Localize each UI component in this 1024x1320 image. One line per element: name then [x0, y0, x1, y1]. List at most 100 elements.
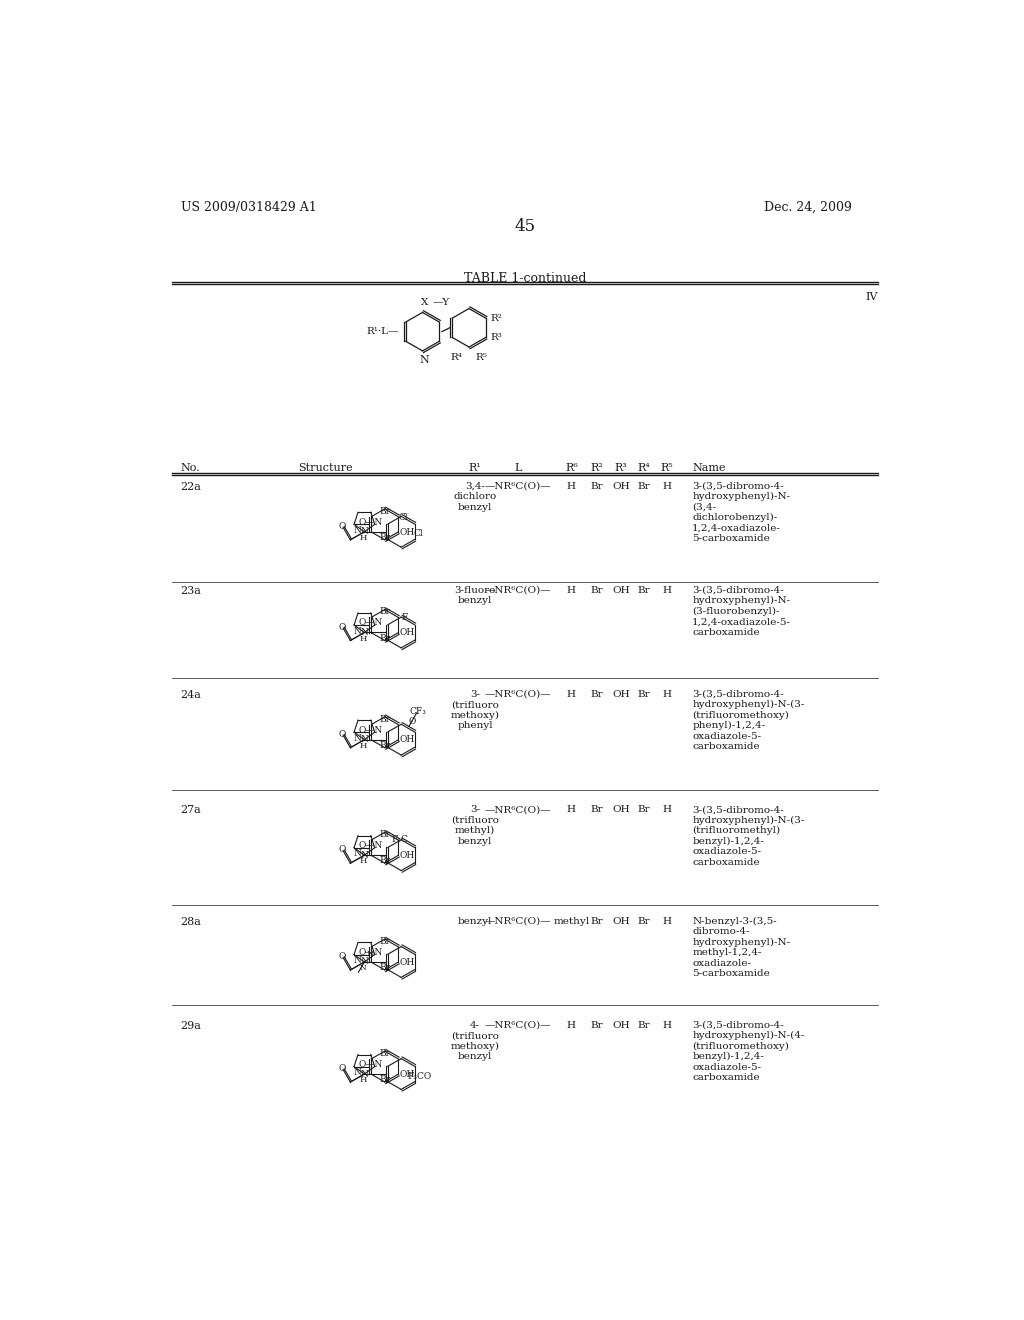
Text: H: H: [663, 805, 671, 814]
Text: methyl: methyl: [553, 917, 590, 925]
Text: OH: OH: [612, 1020, 630, 1030]
Text: O—N: O—N: [358, 841, 383, 850]
Text: H: H: [359, 742, 367, 750]
Text: H: H: [567, 586, 575, 595]
Text: N: N: [360, 527, 369, 536]
Text: O—N: O—N: [358, 948, 383, 957]
Text: Br: Br: [379, 634, 390, 643]
Text: Br: Br: [591, 917, 603, 925]
Text: Cl: Cl: [414, 529, 423, 539]
Text: O: O: [339, 521, 346, 531]
Text: Br: Br: [379, 1076, 390, 1084]
Text: US 2009/0318429 A1: US 2009/0318429 A1: [180, 201, 316, 214]
Text: Br: Br: [379, 1049, 390, 1057]
Text: O: O: [409, 717, 416, 726]
Text: Br: Br: [591, 482, 603, 491]
Text: Br: Br: [379, 607, 390, 616]
Text: H: H: [663, 917, 671, 925]
Text: N: N: [419, 355, 429, 364]
Text: 22a: 22a: [180, 482, 202, 492]
Text: R⁴: R⁴: [451, 354, 463, 362]
Text: Br: Br: [591, 805, 603, 814]
Text: OH: OH: [612, 482, 630, 491]
Text: Br: Br: [591, 1020, 603, 1030]
Text: H: H: [663, 689, 671, 698]
Text: Br: Br: [638, 1020, 650, 1030]
Text: 27a: 27a: [180, 805, 202, 816]
Text: O: O: [339, 845, 346, 854]
Text: X: X: [421, 298, 428, 308]
Text: Br: Br: [379, 964, 390, 973]
Text: O: O: [339, 730, 346, 739]
Text: H: H: [359, 635, 367, 643]
Text: N-benzyl-3-(3,5-
dibromo-4-
hydroxyphenyl)-N-
methyl-1,2,4-
oxadiazole-
5-carbox: N-benzyl-3-(3,5- dibromo-4- hydroxypheny…: [692, 917, 791, 978]
Text: 45: 45: [514, 218, 536, 235]
Text: H: H: [567, 482, 575, 491]
Text: R⁶: R⁶: [565, 462, 578, 473]
Text: OH: OH: [399, 735, 415, 744]
Text: N: N: [353, 1068, 361, 1077]
Text: Br: Br: [379, 830, 390, 840]
Text: Br: Br: [591, 689, 603, 698]
Text: R¹·L—: R¹·L—: [367, 327, 399, 337]
Text: R²: R²: [591, 462, 603, 473]
Text: OH: OH: [399, 958, 415, 966]
Text: OH: OH: [399, 528, 415, 536]
Text: Br: Br: [638, 805, 650, 814]
Text: R¹: R¹: [469, 462, 481, 473]
Text: Name: Name: [692, 462, 726, 473]
Text: R⁵: R⁵: [475, 354, 487, 362]
Text: 3-(3,5-dibromo-4-
hydroxyphenyl)-N-(3-
(trifluoromethyl)
benzyl)-1,2,4-
oxadiazo: 3-(3,5-dibromo-4- hydroxyphenyl)-N-(3- (…: [692, 805, 805, 867]
Text: OH: OH: [399, 1069, 415, 1078]
Text: Br: Br: [379, 533, 390, 543]
Text: 3-
(trifluoro
methoxy)
phenyl: 3- (trifluoro methoxy) phenyl: [451, 689, 500, 730]
Text: No.: No.: [180, 462, 201, 473]
Text: Br: Br: [379, 937, 390, 946]
Text: H: H: [359, 857, 367, 866]
Text: H: H: [359, 533, 367, 543]
Text: Br: Br: [591, 586, 603, 595]
Text: O—N: O—N: [358, 1060, 383, 1069]
Text: H: H: [567, 805, 575, 814]
Text: O: O: [339, 1064, 346, 1073]
Text: N: N: [353, 734, 361, 743]
Text: L: L: [514, 462, 521, 473]
Text: R²: R²: [490, 314, 503, 322]
Text: 28a: 28a: [180, 917, 202, 927]
Text: Br: Br: [638, 586, 650, 595]
Text: OH: OH: [399, 628, 415, 638]
Text: —NR⁶C(O)—: —NR⁶C(O)—: [484, 482, 551, 491]
Text: F₃C: F₃C: [391, 836, 409, 845]
Text: N: N: [359, 964, 367, 972]
Text: OH: OH: [399, 851, 415, 859]
Text: H: H: [663, 1020, 671, 1030]
Text: Br: Br: [379, 714, 390, 723]
Text: CF₃: CF₃: [409, 708, 426, 717]
Text: 3-
(trifluoro
methyl)
benzyl: 3- (trifluoro methyl) benzyl: [452, 805, 499, 846]
Text: —Y: —Y: [432, 298, 450, 308]
Text: 23a: 23a: [180, 586, 202, 595]
Text: Br: Br: [638, 689, 650, 698]
Text: O—N: O—N: [358, 517, 383, 527]
Text: F: F: [401, 614, 409, 622]
Text: —NR⁶C(O)—: —NR⁶C(O)—: [484, 689, 551, 698]
Text: N: N: [367, 950, 374, 958]
Text: H: H: [567, 1020, 575, 1030]
Text: Dec. 24, 2009: Dec. 24, 2009: [764, 201, 851, 214]
Text: OH: OH: [612, 586, 630, 595]
Text: OH: OH: [612, 917, 630, 925]
Text: 3-(3,5-dibromo-4-
hydroxyphenyl)-N-
(3,4-
dichlorobenzyl)-
1,2,4-oxadiazole-
5-c: 3-(3,5-dibromo-4- hydroxyphenyl)-N- (3,4…: [692, 482, 791, 543]
Text: 3-(3,5-dibromo-4-
hydroxyphenyl)-N-(4-
(trifluoromethoxy)
benzyl)-1,2,4-
oxadiaz: 3-(3,5-dibromo-4- hydroxyphenyl)-N-(4- (…: [692, 1020, 805, 1082]
Text: Br: Br: [379, 741, 390, 750]
Text: benzyl: benzyl: [458, 917, 493, 925]
Text: 3-fluoro
benzyl: 3-fluoro benzyl: [455, 586, 496, 605]
Text: H: H: [663, 482, 671, 491]
Text: Cl: Cl: [398, 512, 409, 521]
Text: H: H: [359, 1076, 367, 1084]
Text: F₃CO: F₃CO: [408, 1072, 432, 1081]
Text: —NR⁶C(O)—: —NR⁶C(O)—: [484, 917, 551, 925]
Text: Br: Br: [638, 917, 650, 925]
Text: N: N: [360, 1069, 369, 1078]
Text: N: N: [360, 850, 369, 859]
Text: 3-(3,5-dibromo-4-
hydroxyphenyl)-N-(3-
(trifluoromethoxy)
phenyl)-1,2,4-
oxadiaz: 3-(3,5-dibromo-4- hydroxyphenyl)-N-(3- (…: [692, 689, 805, 751]
